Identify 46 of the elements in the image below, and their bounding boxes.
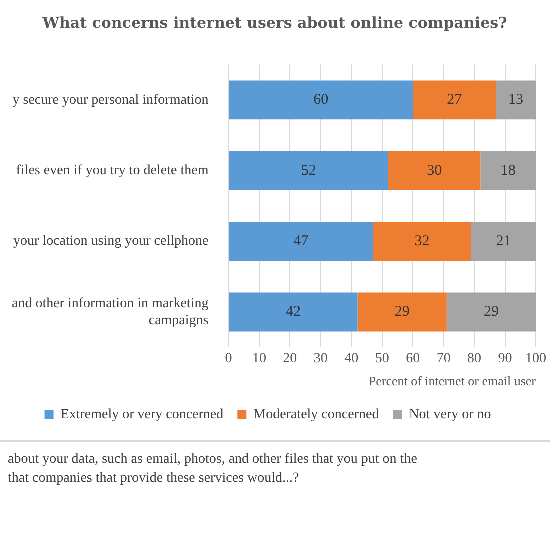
x-tick-label: 80 bbox=[468, 352, 482, 367]
x-tick-label: 10 bbox=[252, 352, 266, 367]
x-tick-label: 0 bbox=[225, 352, 232, 367]
data-label: 42 bbox=[286, 304, 301, 320]
bar bbox=[229, 151, 389, 190]
x-tick-label: 30 bbox=[314, 352, 328, 367]
x-tick-label: 50 bbox=[375, 352, 390, 367]
data-label: 60 bbox=[314, 92, 329, 108]
y-tick-label: files even if you try to delete them bbox=[16, 164, 209, 179]
bar bbox=[373, 222, 472, 261]
legend-label: Extremely or very concerned bbox=[60, 408, 224, 423]
data-label: 27 bbox=[447, 92, 463, 108]
data-label: 30 bbox=[427, 162, 442, 179]
y-tick-label: and other information in marketing campaigns bbox=[12, 296, 209, 328]
bar bbox=[446, 292, 536, 332]
chart-title: What concerns internet users about online companies? bbox=[42, 13, 508, 34]
data-label: 18 bbox=[500, 162, 516, 179]
data-label: 47 bbox=[294, 233, 310, 250]
x-axis-title: Percent of internet or email user bbox=[368, 374, 537, 389]
x-tick-label: 70 bbox=[436, 352, 451, 367]
x-tick-label: 60 bbox=[406, 352, 420, 367]
bar bbox=[480, 151, 536, 190]
legend-label: Not very or no bbox=[409, 408, 492, 423]
bar bbox=[413, 80, 496, 120]
bar bbox=[229, 80, 414, 120]
bar bbox=[229, 292, 358, 332]
bar bbox=[229, 222, 374, 261]
x-tick-label: 100 bbox=[526, 352, 546, 367]
data-label: 21 bbox=[496, 233, 512, 250]
data-label: 52 bbox=[301, 162, 316, 179]
data-label: 29 bbox=[394, 304, 410, 320]
data-label: 29 bbox=[484, 304, 499, 320]
bar bbox=[388, 151, 481, 190]
bar bbox=[471, 222, 536, 261]
bar bbox=[496, 80, 536, 120]
text: that companies that provide these services would...? bbox=[7, 470, 300, 488]
y-tick-label: y secure your personal information bbox=[12, 92, 209, 108]
bar bbox=[358, 292, 447, 332]
x-tick-label: 20 bbox=[283, 352, 298, 367]
data-label: 13 bbox=[508, 92, 524, 108]
x-tick-label: 90 bbox=[498, 352, 512, 367]
legend-label: Moderately concerned bbox=[254, 408, 380, 423]
x-tick-label: 40 bbox=[344, 352, 359, 367]
text: about your data, such as email, photos, and other files that you put on the bbox=[7, 451, 418, 469]
y-tick-label: your location using your cellphone bbox=[14, 234, 209, 250]
data-label: 32 bbox=[414, 233, 430, 250]
